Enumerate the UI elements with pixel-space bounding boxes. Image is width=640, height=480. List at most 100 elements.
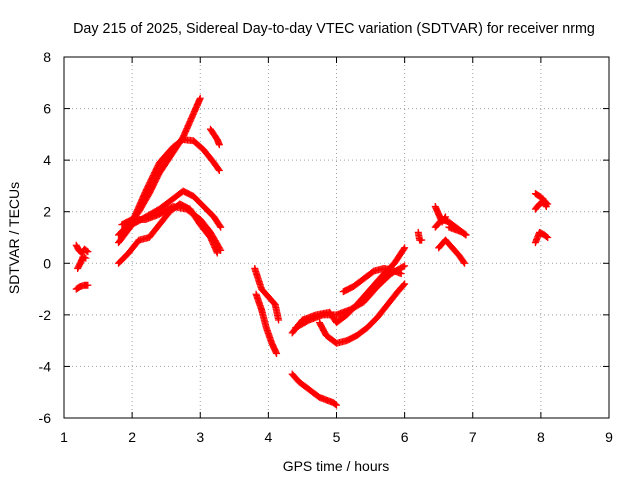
data-point — [373, 302, 391, 321]
series-11 — [252, 290, 281, 358]
data-point — [275, 316, 283, 324]
data-point — [339, 283, 356, 296]
data-point — [84, 281, 92, 289]
x-axis-label: GPS time / hours — [283, 458, 390, 474]
series-3 — [72, 281, 92, 293]
data-point — [350, 276, 367, 290]
series-1 — [72, 241, 92, 257]
x-tick-label: 8 — [537, 429, 545, 445]
data-point — [438, 215, 452, 226]
x-tick-label: 3 — [196, 429, 204, 445]
data-point — [186, 205, 203, 227]
data-point — [544, 234, 552, 241]
data-point — [166, 201, 183, 216]
data-point — [264, 293, 278, 307]
data-point — [200, 203, 217, 220]
data-point — [142, 211, 162, 223]
data-point — [544, 200, 552, 208]
x-tick-label: 7 — [469, 429, 477, 445]
data-point — [125, 237, 142, 257]
series-12 — [288, 370, 340, 409]
data-markers — [72, 94, 552, 409]
data-point — [370, 265, 387, 275]
data-point — [258, 306, 270, 330]
y-axis-label: SDTVAR / TECUs — [6, 182, 22, 294]
y-tick-label: -2 — [39, 307, 52, 323]
data-point — [84, 248, 92, 256]
y-tick-label: 6 — [43, 101, 51, 117]
data-point — [273, 350, 281, 358]
axes: 1 2 3 4 5 6 7 8 9 -6 -4 -2 0 2 4 6 8 — [39, 49, 614, 445]
data-point — [142, 160, 163, 195]
y-tick-label: 4 — [43, 152, 51, 168]
data-point — [169, 136, 186, 151]
x-tick-label: 6 — [401, 429, 409, 445]
x-tick-label: 1 — [60, 429, 68, 445]
x-tick-label: 4 — [264, 429, 272, 445]
data-point — [390, 245, 408, 267]
data-point — [462, 231, 470, 239]
data-point — [215, 141, 223, 149]
series-9 — [206, 125, 223, 149]
data-point — [155, 144, 176, 167]
data-point — [360, 268, 377, 283]
data-point — [333, 306, 353, 319]
data-point — [128, 215, 148, 223]
data-point — [217, 223, 225, 231]
data-point — [155, 209, 173, 229]
x-tick-label: 5 — [333, 429, 341, 445]
data-point — [401, 280, 409, 288]
chart-title: Day 215 of 2025, Sidereal Day-to-day VTE… — [73, 21, 595, 37]
series-17 — [414, 228, 426, 244]
data-point — [435, 237, 449, 252]
data-point — [380, 264, 397, 275]
series-16 — [339, 264, 405, 296]
data-point — [210, 213, 224, 230]
data-point — [401, 262, 409, 270]
data-point — [82, 254, 90, 262]
y-tick-label: -6 — [39, 410, 52, 426]
y-tick-label: 2 — [43, 204, 51, 220]
data-point — [145, 222, 162, 241]
data-point — [186, 103, 200, 125]
data-point — [213, 249, 221, 257]
data-point — [196, 94, 204, 102]
data-point — [333, 312, 350, 327]
data-point — [418, 236, 426, 244]
data-point — [155, 155, 173, 177]
data-point — [196, 221, 214, 240]
data-point — [305, 311, 326, 324]
grid — [64, 57, 609, 418]
y-tick-label: 0 — [43, 255, 51, 271]
x-tick-label: 9 — [605, 429, 613, 445]
data-point — [115, 222, 135, 247]
series-21 — [445, 223, 470, 239]
series-2 — [74, 253, 90, 272]
data-point — [302, 383, 316, 395]
y-tick-label: 8 — [43, 49, 51, 65]
data-point — [373, 271, 394, 290]
series-10 — [251, 264, 283, 324]
y-tick-label: -4 — [39, 358, 52, 374]
series-15 — [315, 280, 409, 347]
data-point — [401, 244, 409, 252]
series-8 — [115, 200, 221, 267]
series-24 — [531, 228, 552, 247]
data-point — [179, 187, 196, 200]
data-point — [531, 230, 543, 247]
series-23 — [531, 197, 552, 213]
data-point — [333, 401, 340, 409]
data-point — [353, 325, 370, 339]
data-point — [251, 264, 265, 292]
series-20 — [435, 236, 469, 267]
data-point — [155, 196, 176, 213]
data-point — [271, 301, 282, 322]
data-point — [455, 252, 468, 266]
x-tick-label: 2 — [128, 429, 136, 445]
data-point — [540, 231, 551, 241]
data-point — [384, 289, 401, 309]
data-point — [397, 270, 405, 278]
data-point — [461, 259, 469, 267]
data-point — [322, 331, 339, 346]
